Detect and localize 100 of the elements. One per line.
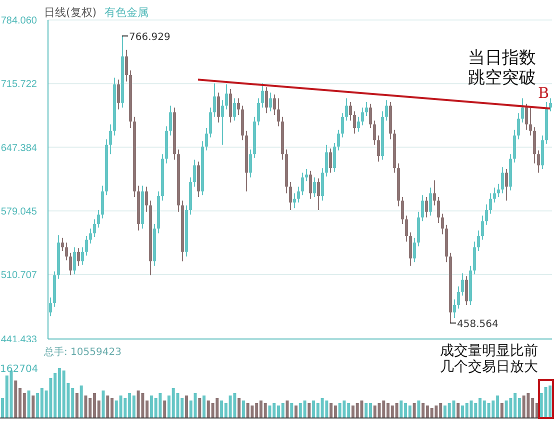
bar bbox=[242, 400, 245, 418]
bar bbox=[434, 406, 438, 418]
candlestick bbox=[117, 79, 120, 110]
bar bbox=[408, 406, 412, 418]
candlestick bbox=[409, 232, 412, 266]
candlestick bbox=[93, 218, 96, 238]
candlestick bbox=[489, 192, 492, 214]
candlestick bbox=[249, 148, 252, 178]
candlestick bbox=[69, 252, 72, 276]
candlestick bbox=[413, 237, 416, 263]
bar bbox=[62, 370, 66, 418]
candlestick bbox=[217, 92, 220, 123]
annotation: 当日指数跳空突破 bbox=[468, 48, 537, 88]
candlestick bbox=[517, 112, 520, 140]
candlestick bbox=[317, 178, 320, 210]
candlestick bbox=[213, 82, 216, 118]
candlestick bbox=[441, 213, 444, 235]
candlestick bbox=[497, 183, 500, 198]
candlestick bbox=[401, 196, 404, 224]
annotation: 162704 bbox=[0, 364, 38, 375]
bar bbox=[320, 398, 324, 418]
candlestick bbox=[125, 49, 128, 82]
candlestick bbox=[89, 228, 92, 244]
y-tick-label: 784.060 bbox=[0, 16, 38, 27]
bar bbox=[158, 393, 162, 418]
bar bbox=[119, 396, 122, 418]
bar bbox=[294, 406, 298, 418]
y-tick-label: 510.707 bbox=[0, 270, 38, 282]
candlestick bbox=[297, 186, 300, 204]
candlestick bbox=[109, 124, 112, 155]
chart-subtitle: 有色金属 bbox=[104, 6, 149, 19]
candlestick bbox=[405, 215, 408, 242]
candlestick bbox=[549, 98, 552, 112]
candlestick bbox=[277, 98, 280, 127]
bar bbox=[412, 403, 416, 418]
candlestick bbox=[305, 168, 308, 182]
candlestick bbox=[477, 230, 480, 252]
candlestick bbox=[169, 105, 172, 136]
candlestick bbox=[369, 103, 372, 129]
candlestick bbox=[265, 86, 268, 114]
bar bbox=[75, 393, 78, 418]
bar bbox=[286, 400, 289, 418]
candlestick bbox=[349, 101, 352, 122]
bar bbox=[228, 396, 232, 418]
candlestick bbox=[225, 84, 228, 110]
bar bbox=[102, 390, 105, 418]
candlestick bbox=[365, 101, 368, 116]
bar bbox=[504, 400, 508, 418]
bar bbox=[470, 400, 473, 418]
bar bbox=[268, 406, 272, 418]
candlestick bbox=[77, 248, 80, 266]
candlestick bbox=[221, 100, 224, 146]
candlestick bbox=[513, 129, 516, 164]
bar bbox=[487, 403, 490, 418]
candlestick bbox=[521, 98, 524, 123]
candlestick bbox=[233, 98, 236, 122]
candlestick bbox=[261, 82, 264, 108]
candlestick bbox=[537, 150, 540, 174]
bar bbox=[84, 396, 88, 418]
candlestick bbox=[485, 204, 488, 226]
candlestick bbox=[49, 297, 52, 317]
bar bbox=[338, 403, 342, 418]
candlestick bbox=[481, 215, 484, 240]
bar bbox=[27, 390, 30, 418]
bar bbox=[456, 403, 460, 418]
bar bbox=[382, 400, 386, 418]
bar bbox=[163, 400, 166, 418]
bar bbox=[264, 403, 267, 418]
candlestick bbox=[473, 241, 476, 275]
bar bbox=[422, 403, 425, 418]
bar bbox=[308, 403, 311, 418]
annotation: 458.564 bbox=[457, 319, 498, 330]
candlestick bbox=[61, 237, 64, 252]
candlestick bbox=[205, 128, 208, 151]
bar bbox=[246, 403, 250, 418]
candlestick bbox=[373, 120, 376, 146]
bar bbox=[303, 400, 306, 418]
bar bbox=[448, 403, 451, 418]
candlestick bbox=[505, 168, 508, 202]
annotation: 766.929 bbox=[129, 32, 170, 43]
candlestick bbox=[273, 94, 276, 116]
bar bbox=[220, 400, 224, 418]
candlestick bbox=[293, 192, 296, 209]
candlestick bbox=[465, 276, 468, 306]
y-tick-label: 579.045 bbox=[0, 206, 38, 218]
bar bbox=[395, 403, 398, 418]
candlestick bbox=[501, 166, 504, 194]
candlestick bbox=[425, 196, 428, 218]
bar bbox=[106, 396, 110, 418]
candlestick bbox=[325, 144, 328, 177]
bar bbox=[330, 403, 333, 418]
candlestick bbox=[453, 298, 456, 318]
bar bbox=[194, 393, 197, 418]
candlestick bbox=[97, 209, 100, 228]
candlestick bbox=[65, 242, 68, 261]
bar bbox=[290, 403, 294, 418]
bar bbox=[364, 403, 368, 418]
candlestick bbox=[257, 98, 260, 126]
candlestick bbox=[457, 286, 460, 310]
bar bbox=[334, 406, 337, 418]
